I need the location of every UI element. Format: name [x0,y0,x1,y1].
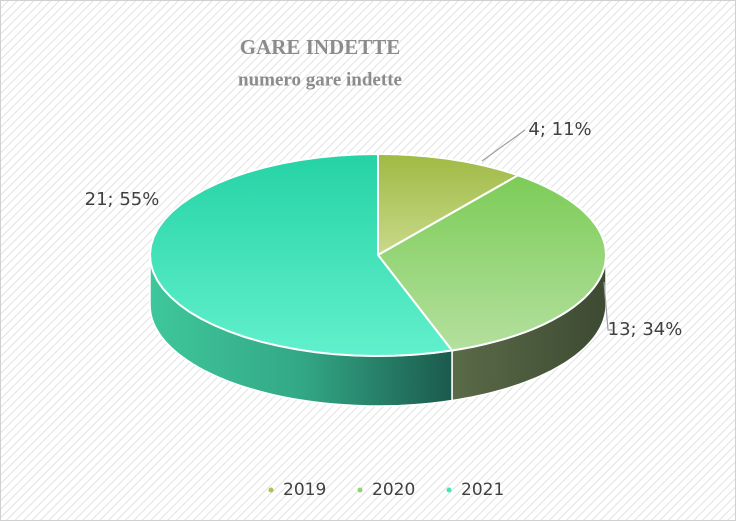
pie-slice [148,152,454,358]
leader-line [603,281,612,331]
legend-label: 2021 [461,480,504,500]
legend-marker [446,487,452,493]
chart-subtitle: numero gare indette [238,69,402,90]
legend-marker [357,487,363,493]
legend-label: 2020 [372,480,415,500]
chart-title: GARE INDETTE [240,35,400,59]
data-label: 21; 55% [85,189,160,210]
legend-marker [268,487,274,493]
leader-line [481,129,526,162]
data-label: 13; 34% [608,319,683,340]
pie-slice [377,153,521,257]
pie-slice [376,174,608,352]
data-label: 4; 11% [528,119,591,140]
legend-label: 2019 [283,480,326,500]
